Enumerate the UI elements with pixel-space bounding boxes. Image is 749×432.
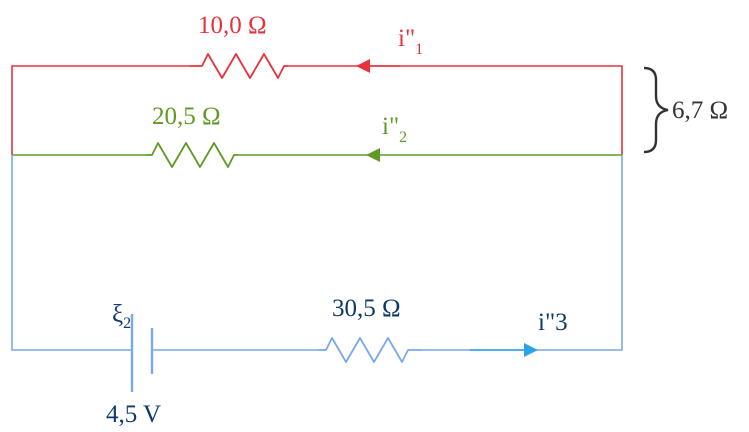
branch-1: 10,0 Ω i"1 bbox=[11, 12, 623, 155]
current-2-subscript: 2 bbox=[399, 129, 407, 146]
branch-1-wire-right bbox=[288, 65, 623, 155]
resistor-20-5-ohm-label: 20,5 Ω bbox=[152, 103, 221, 130]
equivalent-resistance-label: 6,7 Ω bbox=[672, 97, 728, 124]
current-2-label: i"2 bbox=[382, 113, 407, 146]
source-subscript: 2 bbox=[123, 315, 131, 332]
resistor-30-5-ohm bbox=[318, 337, 422, 363]
curly-brace bbox=[643, 66, 669, 154]
equivalent-brace: 6,7 Ω bbox=[643, 66, 728, 154]
resistor-20-5-ohm bbox=[146, 142, 238, 168]
branch-2: 20,5 Ω i"2 bbox=[12, 103, 622, 168]
branch-3: ξ2 4,5 V 30,5 Ω i"3 bbox=[11, 155, 623, 428]
resistor-30-5-ohm-label: 30,5 Ω bbox=[332, 295, 401, 322]
current-1-subscript: 1 bbox=[415, 41, 423, 58]
current-1-arrowhead bbox=[356, 59, 370, 73]
resistor-10-ohm-label: 10,0 Ω bbox=[198, 12, 267, 39]
branch-3-wire-left bbox=[11, 155, 132, 351]
resistor-10-ohm bbox=[190, 53, 288, 79]
current-2-arrowhead bbox=[366, 148, 380, 162]
branch-3-wire-right bbox=[422, 155, 623, 351]
source-voltage-label: 4,5 V bbox=[106, 401, 161, 428]
source-symbol-label: ξ2 bbox=[112, 301, 131, 332]
current-3-label: i"3 bbox=[538, 309, 568, 336]
branch-1-wire bbox=[11, 65, 190, 155]
current-3-arrowhead bbox=[524, 343, 538, 357]
current-1-label: i"1 bbox=[398, 25, 423, 58]
